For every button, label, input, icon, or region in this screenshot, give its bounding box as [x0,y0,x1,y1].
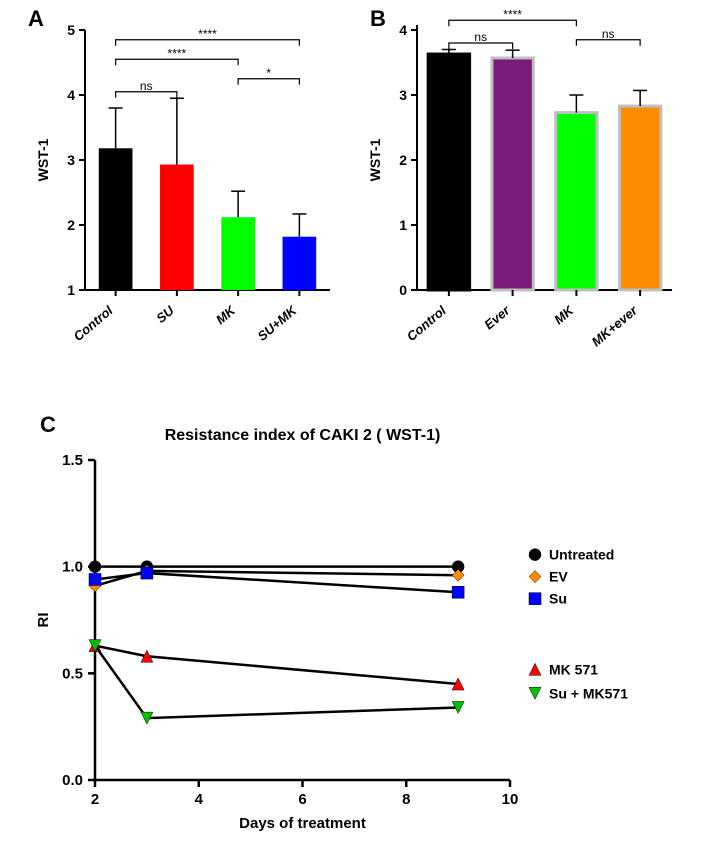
svg-text:Resistance index of CAKI 2 ( W: Resistance index of CAKI 2 ( WST-1) [165,427,441,444]
svg-text:1.0: 1.0 [62,559,83,576]
svg-text:SU: SU [153,302,177,325]
panel-c-chart: Resistance index of CAKI 2 ( WST-1) 0.0 0.… [20,415,700,845]
svg-text:ns: ns [474,30,487,44]
svg-text:4: 4 [399,22,407,38]
svg-text:Untreated: Untreated [549,547,614,563]
svg-text:2: 2 [399,152,407,168]
svg-text:*: * [266,66,271,80]
svg-text:0.0: 0.0 [62,772,83,789]
svg-text:Control: Control [71,303,116,344]
svg-text:Control: Control [404,303,449,344]
svg-text:SU+MK: SU+MK [255,302,301,344]
svg-text:1: 1 [67,282,75,298]
svg-text:****: **** [503,10,522,21]
svg-text:2: 2 [91,791,99,808]
svg-text:MK: MK [551,302,577,328]
svg-text:Ever: Ever [481,302,513,332]
svg-text:8: 8 [402,791,410,808]
svg-text:ns: ns [140,79,153,93]
svg-text:Days of treatment: Days of treatment [239,815,366,832]
svg-text:1: 1 [399,217,407,233]
panel-a-chart: 12345WST-1ControlSUMKSU+MK*********ns [30,10,360,410]
svg-text:4: 4 [67,87,75,103]
svg-text:****: **** [168,46,187,60]
svg-text:WST-1: WST-1 [367,138,383,181]
svg-text:RI: RI [35,613,52,628]
svg-text:****: **** [198,27,217,41]
svg-text:EV: EV [549,569,568,585]
svg-text:0.5: 0.5 [62,665,83,682]
svg-text:10: 10 [502,791,519,808]
svg-text:MK: MK [213,302,239,328]
svg-text:4: 4 [195,791,204,808]
svg-text:MK 571: MK 571 [549,661,598,677]
svg-text:Su: Su [549,591,567,607]
svg-text:MK+ever: MK+ever [589,302,641,349]
svg-text:0: 0 [399,282,407,298]
svg-text:5: 5 [67,22,75,38]
svg-text:3: 3 [67,152,75,168]
svg-text:3: 3 [399,87,407,103]
figure: A B C 12345WST-1ControlSUMKSU+MK********… [0,0,709,852]
svg-text:6: 6 [298,791,306,808]
svg-text:WST-1: WST-1 [35,138,51,181]
panel-b-chart: 01234WST-1ControlEverMKMK+ever********ns… [362,10,702,410]
svg-text:ns: ns [602,27,615,41]
svg-text:2: 2 [67,217,75,233]
svg-text:1.5: 1.5 [62,452,83,469]
svg-text:Su + MK571: Su + MK571 [549,685,628,701]
